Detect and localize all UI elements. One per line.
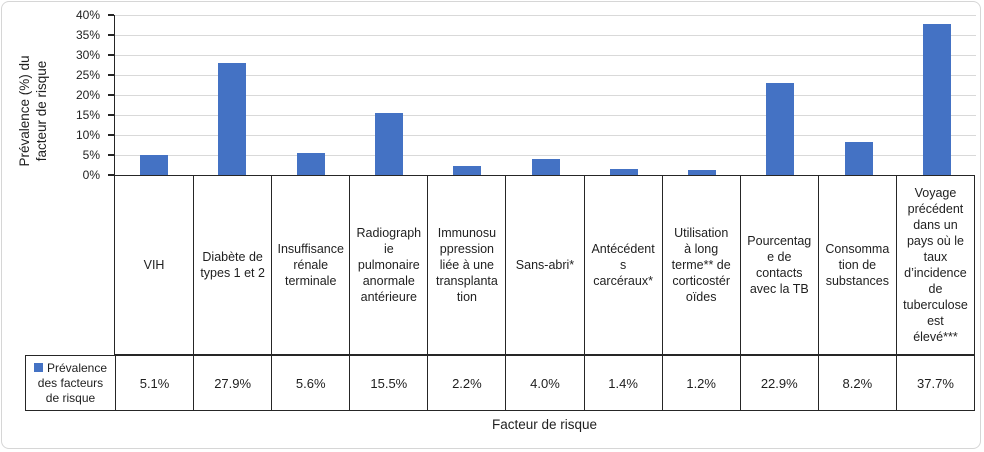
category-cell-2: Diabète de types 1 et 2 bbox=[193, 176, 271, 354]
data-value-row: Prévalence des facteurs de risque 5.1% 27… bbox=[25, 355, 975, 411]
category-cell-9: Pourcentag e de contacts avec la TB bbox=[739, 176, 818, 354]
y-tick-mark bbox=[108, 74, 114, 76]
bar-7 bbox=[609, 169, 638, 175]
y-axis-tick-labels: 0% 5% 10% 15% 20% 25% 30% 35% 40% bbox=[60, 8, 108, 182]
category-cell-11: Voyage précédent dans un pays où le taux… bbox=[895, 176, 974, 354]
y-tick-mark bbox=[108, 134, 114, 136]
y-tick-label: 10% bbox=[75, 128, 100, 142]
y-tick-label: 25% bbox=[75, 68, 100, 82]
category-header-row: VIH Diabète de types 1 et 2 Insuffisance r… bbox=[114, 175, 975, 355]
value-cell-11: 37.7% bbox=[895, 356, 974, 410]
gridline bbox=[115, 154, 976, 156]
value-cell-2: 27.9% bbox=[193, 356, 271, 410]
y-tick-mark bbox=[108, 14, 114, 16]
bar-11 bbox=[922, 24, 951, 175]
gridline bbox=[115, 14, 976, 16]
y-tick-mark bbox=[108, 154, 114, 156]
y-tick-mark bbox=[108, 34, 114, 36]
y-tick-mark bbox=[108, 114, 114, 116]
category-cell-6: Sans-abri* bbox=[505, 176, 583, 354]
bar-4 bbox=[374, 113, 403, 175]
bar-3 bbox=[296, 152, 325, 175]
legend-cell: Prévalence des facteurs de risque bbox=[26, 356, 115, 410]
bar-5 bbox=[453, 166, 482, 175]
category-cell-8: Utilisation à long terme** de corticosté… bbox=[661, 176, 740, 354]
value-cell-1: 5.1% bbox=[115, 356, 193, 410]
bar-2 bbox=[218, 63, 247, 175]
y-tick-label: 15% bbox=[75, 108, 100, 122]
value-cell-5: 2.2% bbox=[427, 356, 505, 410]
value-cell-8: 1.2% bbox=[661, 356, 740, 410]
y-tick-label: 20% bbox=[75, 88, 100, 102]
bar-9 bbox=[766, 83, 795, 175]
y-tick-mark bbox=[108, 174, 114, 176]
y-tick-label: 40% bbox=[75, 8, 100, 22]
category-cell-1: VIH bbox=[143, 258, 165, 272]
value-cell-3: 5.6% bbox=[271, 356, 349, 410]
gridline bbox=[115, 114, 976, 116]
category-cell-7: Antécédent s carcéraux* bbox=[583, 176, 662, 354]
y-tick-label: 0% bbox=[82, 168, 100, 182]
y-tick-mark bbox=[108, 94, 114, 96]
bar-1 bbox=[140, 154, 169, 175]
gridline bbox=[115, 94, 976, 96]
legend-swatch-icon bbox=[33, 363, 43, 372]
category-cell-4: Radiograph ie pulmonaire anormale antéri… bbox=[349, 176, 427, 354]
gridline bbox=[115, 54, 976, 56]
legend-label: Prévalence des facteurs de risque bbox=[37, 360, 108, 405]
bar-10 bbox=[844, 142, 873, 175]
gridline bbox=[115, 34, 976, 36]
value-cell-9: 22.9% bbox=[739, 356, 818, 410]
x-axis-title: Facteur de risque bbox=[491, 417, 598, 432]
category-cell-10: Consomma tion de substances bbox=[817, 176, 896, 354]
category-cell-3: Insuffisance rénale terminale bbox=[271, 176, 349, 354]
gridline bbox=[115, 134, 976, 136]
category-cell-5: Immunosu ppression liée à une transplant… bbox=[427, 176, 505, 354]
y-tick-label: 30% bbox=[75, 48, 100, 62]
y-axis-title: Prévalence (%) du facteur de risque bbox=[17, 55, 49, 167]
y-axis-tick-marks bbox=[108, 14, 114, 176]
value-cell-7: 1.4% bbox=[583, 356, 662, 410]
legend-label-wrap: Prévalence des facteurs de risque bbox=[33, 360, 108, 406]
bar-6 bbox=[531, 159, 560, 175]
value-cell-4: 15.5% bbox=[349, 356, 427, 410]
y-tick-mark bbox=[108, 54, 114, 56]
y-tick-label: 5% bbox=[82, 148, 100, 162]
bar-8 bbox=[688, 170, 717, 175]
gridline bbox=[115, 74, 976, 76]
value-cell-10: 8.2% bbox=[817, 356, 896, 410]
value-cell-6: 4.0% bbox=[505, 356, 583, 410]
plot-area bbox=[114, 14, 976, 175]
y-tick-label: 35% bbox=[75, 28, 100, 42]
